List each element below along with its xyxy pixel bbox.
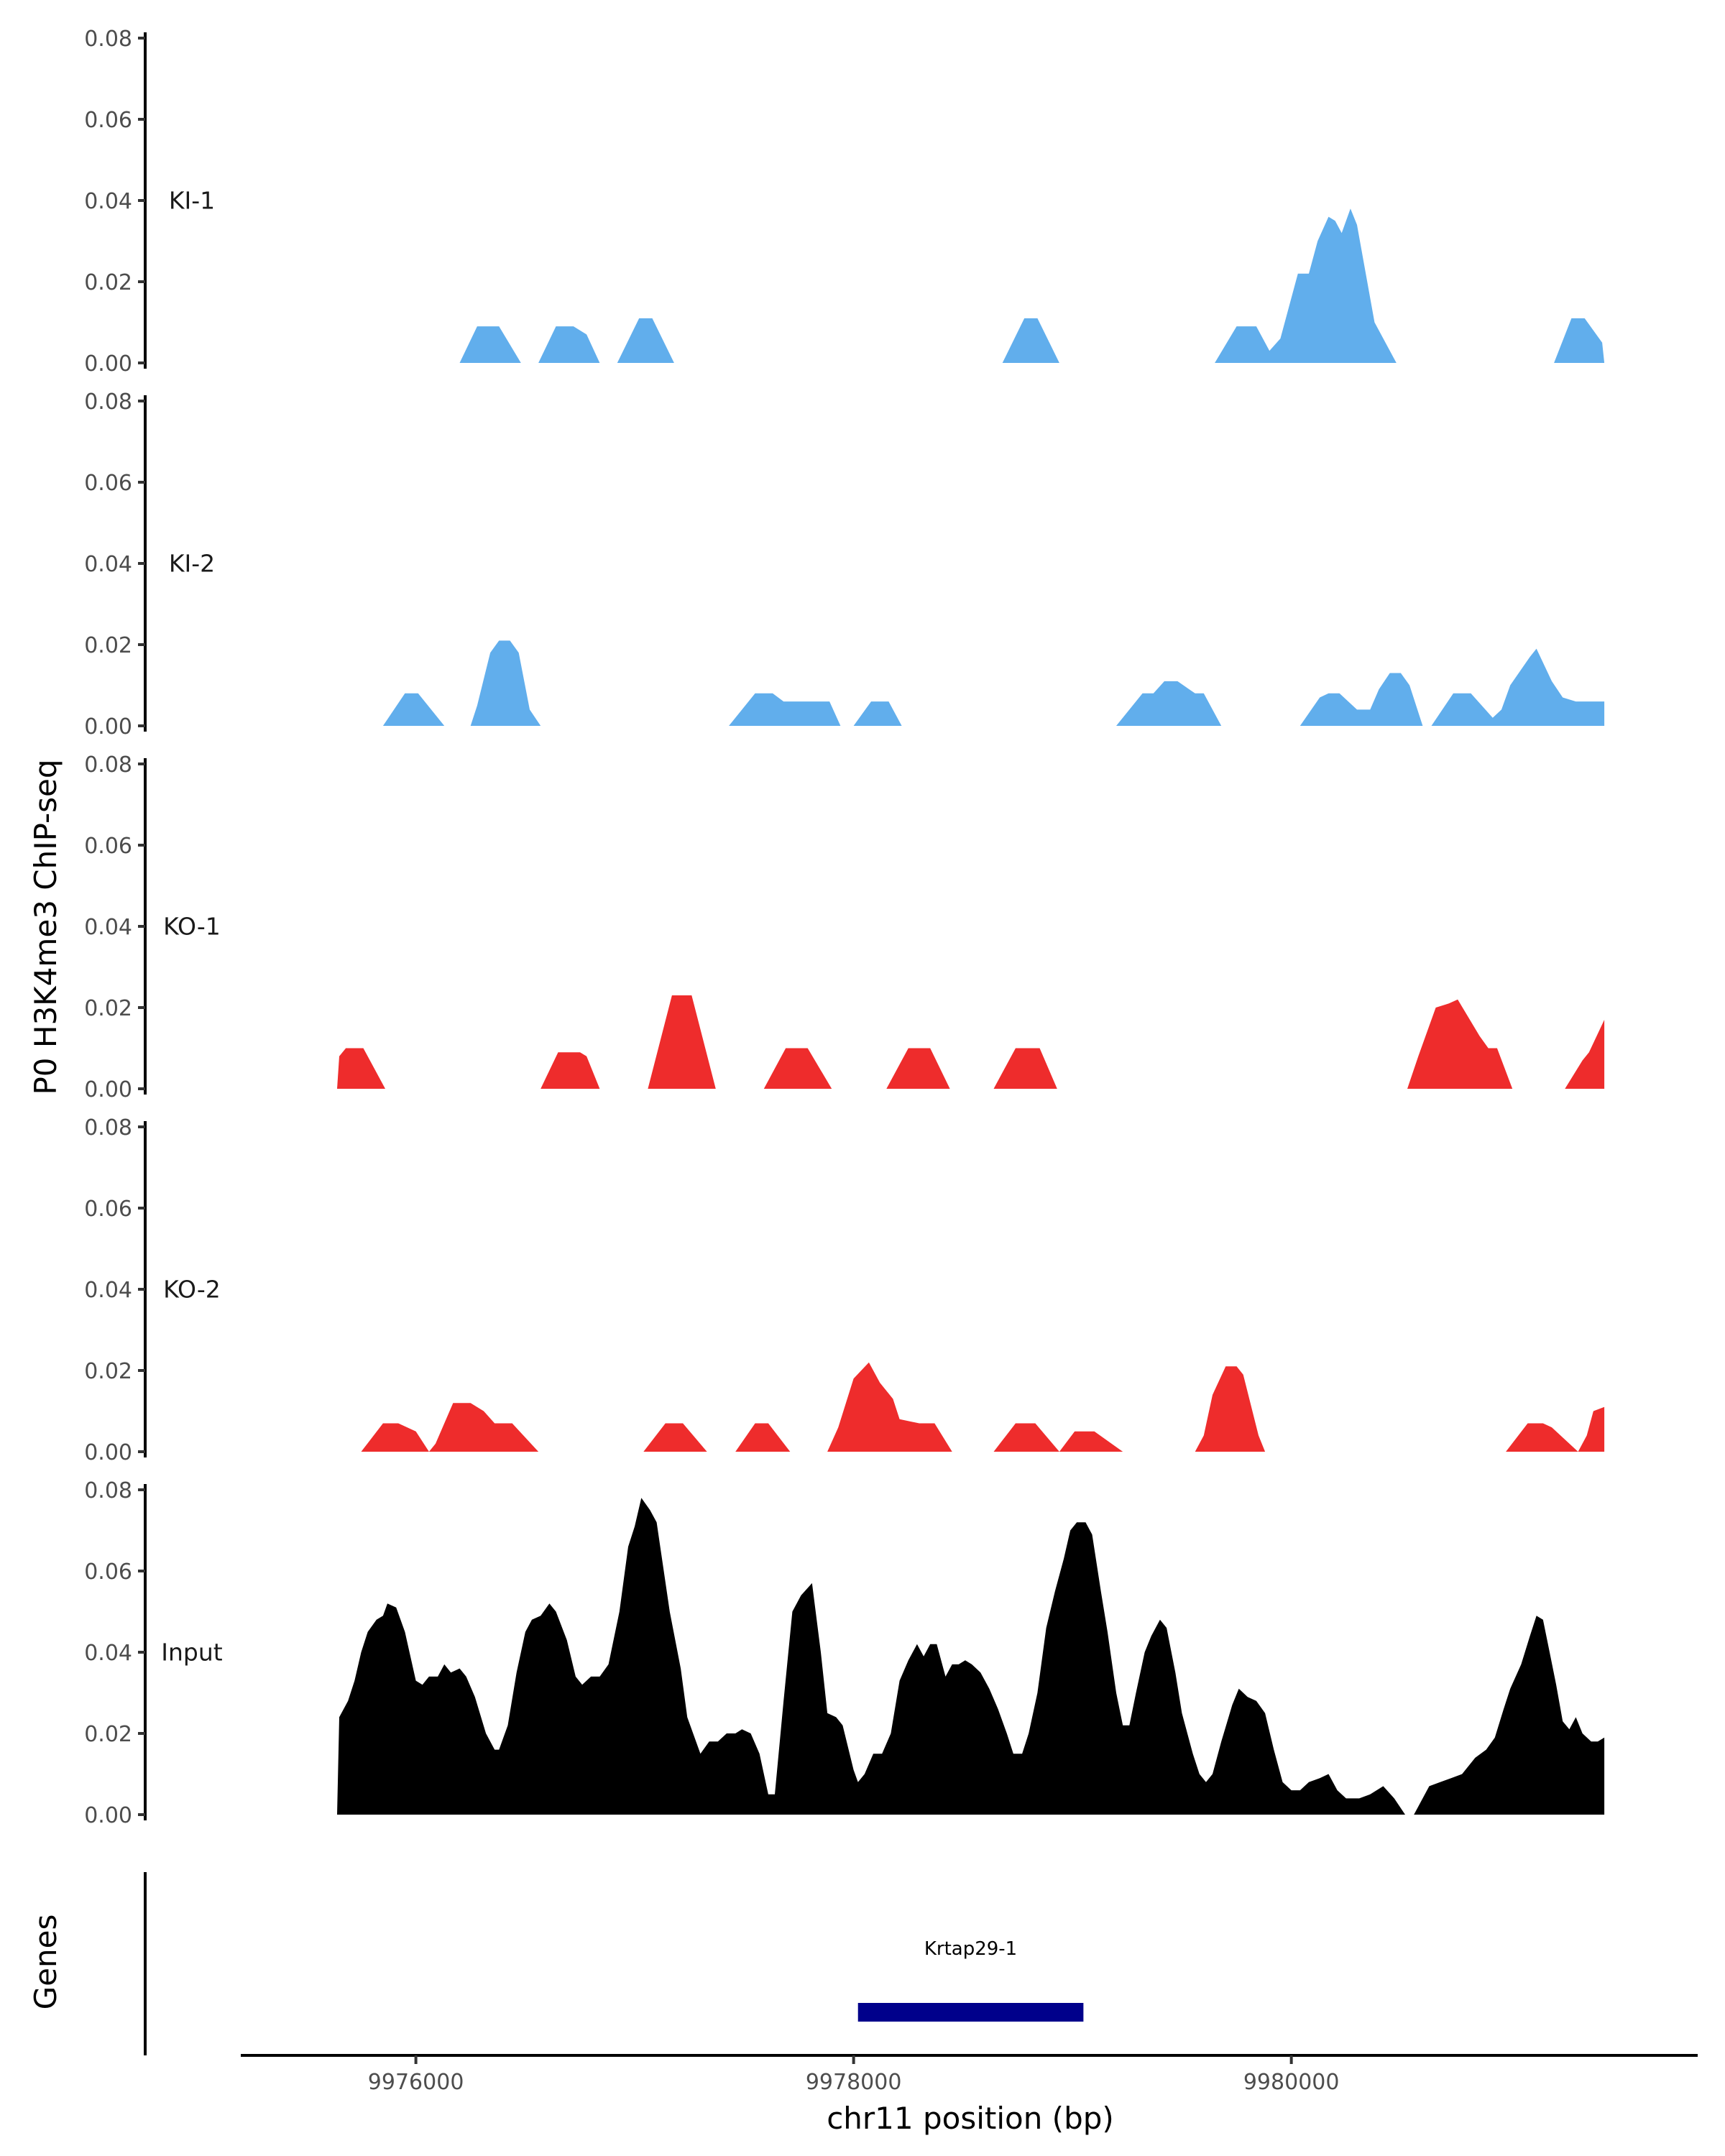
signal-area-ko-1-3	[763, 1048, 832, 1089]
y-tick-label-ki-2-2: 0.04	[84, 552, 132, 577]
track-ko-2: 0.00 0.02 0.04 0.06 0.08 KO-2	[84, 1115, 1605, 1465]
signal-area-ki-1-0	[459, 326, 521, 363]
track-label-input: Input	[161, 1638, 223, 1666]
signal-area-ki-2-4	[1116, 681, 1222, 726]
y-tick-label-input-1: 0.02	[84, 1722, 132, 1747]
gene-bar-0	[857, 2003, 1084, 2022]
signal-area-ki-1-4	[1215, 208, 1397, 363]
y-tick-label-ki-2-1: 0.02	[84, 633, 132, 658]
signal-area-ko-2-6	[1059, 1431, 1123, 1452]
gene-label-0: Krtap29-1	[924, 1938, 1017, 1960]
y-tick-label-ki-1-0: 0.00	[84, 351, 132, 377]
signal-area-ki-2-3	[853, 701, 902, 726]
y-tick-label-ki-1-1: 0.02	[84, 270, 132, 295]
y-tick-label-ki-2-4: 0.08	[84, 390, 132, 415]
y-tick-label-ko-1-1: 0.02	[84, 996, 132, 1021]
track-label-ki-1: KI-1	[169, 186, 215, 214]
y-tick-label-ko-1-3: 0.06	[84, 834, 132, 859]
y-tick-label-ki-2-0: 0.00	[84, 714, 132, 740]
signal-area-ko-2-0	[361, 1423, 429, 1452]
track-label-ko-2: KO-2	[163, 1275, 221, 1303]
track-label-ko-1: KO-1	[163, 912, 221, 940]
y-tick-label-ko-2-2: 0.04	[84, 1278, 132, 1303]
signal-area-ko-1-2	[648, 995, 718, 1089]
x-axis: 9976000 9978000 9980000	[241, 2054, 1698, 2095]
y-tick-label-ki-1-4: 0.08	[84, 27, 132, 52]
y-tick-label-ko-1-0: 0.00	[84, 1077, 132, 1102]
y-axis-title: P0 H3K4me3 ChIP-seq	[28, 759, 63, 1095]
signal-area-ko-2-7	[1195, 1366, 1266, 1452]
y-tick-label-ko-2-0: 0.00	[84, 1440, 132, 1465]
track-ki-1: 0.00 0.02 0.04 0.06 0.08 KI-1	[84, 27, 1605, 377]
y-tick-label-ko-1-2: 0.04	[84, 915, 132, 940]
y-tick-label-ko-2-4: 0.08	[84, 1115, 132, 1141]
y-tick-label-input-2: 0.04	[84, 1641, 132, 1666]
signal-area-ko-1-0	[337, 1048, 385, 1089]
genes-panel: Genes Krtap29-1	[28, 1872, 1084, 2055]
track-label-ki-2: KI-2	[169, 549, 215, 577]
signal-area-ki-2-5	[1300, 648, 1605, 726]
x-tick-label-2: 9980000	[1243, 2070, 1340, 2095]
x-axis-title: chr11 position (bp)	[827, 2101, 1114, 2136]
y-tick-label-ki-1-3: 0.06	[84, 108, 132, 133]
signal-area-ki-2-2	[729, 693, 841, 726]
signal-area-ko-1-5	[993, 1048, 1057, 1089]
signal-area-ko-2-3	[735, 1423, 791, 1452]
signal-area-ki-2-1	[470, 640, 541, 726]
y-tick-label-ki-2-3: 0.06	[84, 471, 132, 496]
track-input: 0.00 0.02 0.04 0.06 0.08 Input	[84, 1478, 1605, 1828]
y-tick-label-input-3: 0.06	[84, 1560, 132, 1585]
signal-area-ki-1-3	[1002, 318, 1059, 363]
signal-area-ko-2-1	[428, 1403, 539, 1452]
tracks-layer: 0.00 0.02 0.04 0.06 0.08 KI-1 0.00 0.02 0.04 0.06…	[84, 27, 1605, 1828]
y-tick-label-ko-1-4: 0.08	[84, 752, 132, 778]
signal-area-ko-2-4	[827, 1362, 952, 1452]
signal-area-ko-1-7	[1565, 1020, 1605, 1089]
signal-area-ko-1-1	[540, 1052, 600, 1089]
y-tick-label-ki-1-2: 0.04	[84, 189, 132, 214]
signal-area-ko-2-8	[1506, 1406, 1605, 1452]
signal-area-ki-1-1	[538, 326, 600, 363]
y-tick-label-ko-2-1: 0.02	[84, 1359, 132, 1384]
signal-area-input-0	[337, 1498, 1405, 1815]
signal-area-ki-2-0	[382, 693, 445, 726]
track-ko-1: 0.00 0.02 0.04 0.06 0.08 KO-1	[84, 752, 1605, 1102]
y-tick-label-input-0: 0.00	[84, 1803, 132, 1828]
signal-area-ko-2-2	[643, 1423, 707, 1452]
genes-panel-title: Genes	[28, 1915, 63, 2010]
y-tick-label-input-4: 0.08	[84, 1478, 132, 1503]
x-tick-label-0: 9976000	[368, 2070, 464, 2095]
signal-area-ko-2-5	[993, 1423, 1059, 1452]
signal-area-ki-1-2	[617, 318, 674, 363]
y-tick-label-ko-2-3: 0.06	[84, 1197, 132, 1222]
track-ki-2: 0.00 0.02 0.04 0.06 0.08 KI-2	[84, 390, 1605, 740]
signal-area-ki-1-5	[1554, 318, 1605, 363]
x-tick-label-1: 9978000	[806, 2070, 902, 2095]
signal-area-ko-1-6	[1407, 999, 1513, 1089]
signal-area-ko-1-4	[886, 1048, 950, 1089]
signal-area-input-1	[1414, 1616, 1605, 1815]
